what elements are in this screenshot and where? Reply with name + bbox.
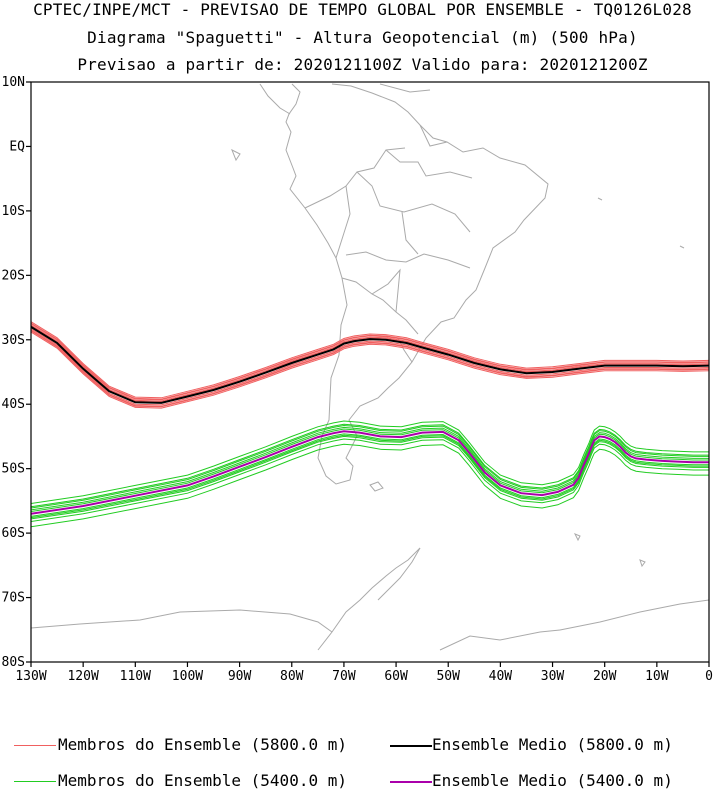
legend-swatch-mean-5800 — [390, 745, 432, 747]
x-tick-label: 10W — [645, 669, 669, 684]
member-line — [31, 443, 709, 528]
member-line — [31, 428, 709, 512]
member-line — [31, 426, 709, 511]
y-tick-label: 80S — [2, 655, 25, 670]
member-line — [31, 323, 709, 401]
chart-title-line-1: CPTEC/INPE/MCT - PREVISAO DE TEMPO GLOBA… — [33, 0, 692, 19]
x-tick-label: 20W — [593, 669, 617, 684]
member-line — [31, 424, 709, 509]
coastline-segment — [231, 148, 241, 162]
coastline-segment — [341, 277, 419, 335]
y-tick-label: 70S — [2, 591, 25, 606]
member-line — [31, 322, 709, 400]
coastline-segment — [419, 124, 448, 147]
coastline-segment — [597, 197, 603, 201]
x-tick-label: 60W — [384, 669, 408, 684]
x-tick-label: 0 — [705, 669, 713, 684]
legend-swatch-members-5400 — [14, 781, 56, 782]
x-tick-label: 80W — [280, 669, 304, 684]
x-tick-label: 70W — [332, 669, 356, 684]
y-tick-label: 10N — [2, 75, 25, 90]
coastline-segment — [385, 149, 473, 179]
coastline-segment — [335, 185, 351, 259]
y-tick-label: 10S — [2, 204, 25, 219]
coastline-segment — [377, 547, 421, 601]
member-line — [31, 330, 709, 408]
member-line — [31, 438, 709, 522]
coastline-segment — [559, 599, 709, 631]
coastline-segment — [439, 629, 561, 651]
ensemble-means — [31, 326, 709, 515]
legend-swatch-mean-5400 — [390, 781, 432, 783]
coastline-segment — [639, 559, 646, 568]
chart-title-line-3: Previsao a partir de: 2020121100Z Valido… — [77, 55, 648, 74]
member-line — [31, 435, 709, 520]
ensemble-mean-line — [31, 430, 709, 515]
coastline-segment — [401, 211, 419, 255]
ensemble-members — [31, 321, 709, 528]
x-tick-label: 90W — [228, 669, 252, 684]
coastline-segment — [679, 245, 685, 249]
coastline-segment — [31, 609, 333, 633]
x-axis: 130W 120W 110W 100W 90W 80W 70W 60W 50W 40W 30W 20W… — [15, 662, 713, 684]
coastline-segment — [317, 547, 421, 651]
member-line — [31, 433, 709, 517]
coastline-segment — [304, 147, 406, 209]
coastline-segment — [259, 83, 291, 115]
coastline-segment — [285, 83, 549, 485]
member-line — [31, 434, 709, 519]
y-tick-label: 50S — [2, 462, 25, 477]
legend-members-5400: Membros do Ensemble (5400.0 m) — [58, 771, 347, 790]
y-tick-label: 20S — [2, 268, 25, 283]
member-line — [31, 423, 709, 508]
coastline-segment — [345, 251, 471, 269]
member-line — [31, 328, 709, 406]
x-tick-label: 40W — [489, 669, 513, 684]
coastline-segment — [371, 268, 401, 313]
y-tick-label: 30S — [2, 333, 25, 348]
ensemble-mean-line — [31, 326, 709, 404]
coastline-segment — [369, 481, 384, 492]
x-tick-label: 30W — [541, 669, 565, 684]
x-tick-label: 50W — [436, 669, 460, 684]
member-line — [31, 321, 709, 399]
x-tick-label: 130W — [15, 669, 46, 684]
coastline-segment — [379, 83, 431, 93]
legend-mean-5400: Ensemble Medio (5400.0 m) — [432, 771, 673, 790]
member-line — [31, 329, 709, 407]
legend-swatch-members-5800 — [14, 745, 56, 746]
coastline-segment — [356, 171, 471, 233]
plot-frame — [30, 81, 710, 663]
y-axis: 10N EQ 10S 20S 30S 40S 50S 60S 70S 80S — [2, 75, 31, 670]
legend-mean-5800: Ensemble Medio (5800.0 m) — [432, 735, 673, 754]
member-line — [31, 331, 709, 409]
coastline-segment — [573, 533, 581, 542]
member-line — [31, 420, 709, 504]
y-tick-label: 40S — [2, 397, 25, 412]
y-tick-label: 60S — [2, 526, 25, 541]
legend-members-5800: Membros do Ensemble (5800.0 m) — [58, 735, 347, 754]
y-tick-label: EQ — [9, 139, 25, 154]
x-tick-label: 100W — [172, 669, 203, 684]
coastline-map — [31, 83, 709, 651]
x-tick-label: 120W — [67, 669, 98, 684]
member-line — [31, 324, 709, 402]
x-tick-label: 110W — [120, 669, 151, 684]
chart-title-line-2: Diagrama "Spaguetti" - Altura Geopotenci… — [87, 28, 638, 47]
